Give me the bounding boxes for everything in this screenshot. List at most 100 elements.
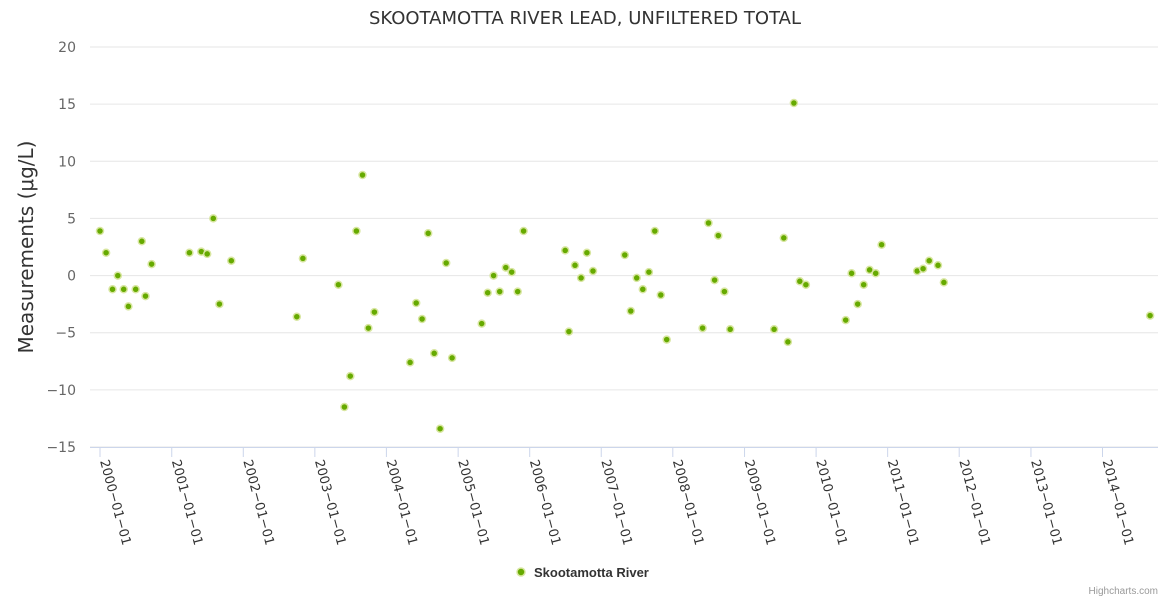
x-tick-label: 2009−01−01: [741, 458, 778, 547]
data-point[interactable]: [918, 264, 928, 273]
data-point[interactable]: [215, 299, 224, 309]
data-point[interactable]: [564, 327, 574, 336]
data-point[interactable]: [783, 337, 793, 347]
data-point[interactable]: [714, 231, 723, 240]
data-point[interactable]: [417, 314, 427, 324]
y-axis-ticks: 20 15 10 5 0 −5 −10 −15: [46, 40, 76, 456]
data-point[interactable]: [364, 323, 373, 333]
grid-lines: [90, 46, 1158, 448]
x-tick-label: 2007−01−01: [597, 458, 634, 547]
data-points[interactable]: [95, 98, 1155, 433]
data-point[interactable]: [352, 226, 361, 236]
data-point[interactable]: [507, 267, 516, 277]
x-tick-label: 2004−01−01: [383, 458, 420, 547]
data-point[interactable]: [789, 98, 799, 108]
data-point[interactable]: [411, 298, 421, 308]
legend-marker-icon[interactable]: [516, 567, 526, 577]
data-point[interactable]: [346, 371, 355, 381]
x-tick-label: 2003−01−01: [311, 458, 348, 547]
data-point[interactable]: [576, 273, 586, 283]
data-point[interactable]: [570, 261, 580, 270]
data-point[interactable]: [334, 280, 343, 289]
data-point[interactable]: [483, 288, 492, 297]
data-point[interactable]: [779, 233, 789, 243]
data-point[interactable]: [185, 248, 194, 257]
data-point[interactable]: [227, 256, 236, 265]
data-point[interactable]: [113, 271, 123, 280]
data-point[interactable]: [582, 248, 592, 257]
data-point[interactable]: [588, 266, 598, 276]
data-point[interactable]: [147, 259, 156, 269]
data-point[interactable]: [662, 335, 671, 344]
x-tick-label: 2005−01−01: [454, 458, 491, 547]
data-point[interactable]: [698, 323, 707, 333]
data-point[interactable]: [939, 278, 949, 287]
data-point[interactable]: [1145, 311, 1155, 320]
data-point[interactable]: [441, 258, 451, 268]
data-point[interactable]: [638, 285, 648, 294]
data-point[interactable]: [501, 263, 511, 272]
data-point[interactable]: [644, 267, 654, 277]
y-tick-label: 20: [58, 40, 76, 56]
data-point[interactable]: [489, 271, 498, 280]
data-point[interactable]: [447, 353, 457, 363]
data-point[interactable]: [859, 280, 868, 289]
data-point[interactable]: [933, 261, 943, 270]
data-point[interactable]: [298, 254, 308, 263]
data-point[interactable]: [358, 170, 367, 180]
x-tick-label: 2000−01−01: [96, 458, 133, 547]
data-point[interactable]: [632, 273, 641, 283]
data-point[interactable]: [801, 280, 811, 289]
x-tick-label: 2002−01−01: [239, 458, 276, 547]
data-point[interactable]: [650, 226, 660, 236]
data-point[interactable]: [108, 285, 117, 294]
data-point[interactable]: [725, 325, 735, 334]
data-point[interactable]: [429, 349, 439, 358]
data-point[interactable]: [519, 226, 528, 236]
data-point[interactable]: [101, 248, 111, 257]
data-point[interactable]: [141, 291, 150, 301]
data-point[interactable]: [405, 358, 415, 367]
data-point[interactable]: [720, 287, 729, 296]
x-tick-label: 2012−01−01: [955, 458, 992, 547]
data-point[interactable]: [704, 218, 713, 228]
data-point[interactable]: [871, 269, 880, 278]
y-tick-label: 5: [67, 211, 76, 227]
data-point[interactable]: [124, 302, 133, 311]
data-point[interactable]: [209, 214, 218, 223]
data-point[interactable]: [853, 299, 862, 309]
legend[interactable]: Skootamotta River: [516, 565, 649, 580]
data-point[interactable]: [560, 246, 570, 255]
data-point[interactable]: [423, 229, 433, 238]
data-point[interactable]: [137, 237, 147, 246]
data-point[interactable]: [865, 265, 874, 275]
legend-item-label[interactable]: Skootamotta River: [534, 565, 649, 580]
data-point[interactable]: [847, 269, 856, 278]
data-point[interactable]: [435, 424, 445, 433]
data-point[interactable]: [620, 250, 630, 260]
data-point[interactable]: [292, 312, 302, 321]
data-point[interactable]: [340, 402, 349, 412]
data-point[interactable]: [513, 287, 522, 296]
data-point[interactable]: [370, 307, 379, 317]
data-point[interactable]: [924, 256, 934, 265]
data-point[interactable]: [841, 315, 850, 325]
data-point[interactable]: [131, 285, 140, 294]
x-tick-label: 2001−01−01: [168, 458, 205, 547]
y-tick-label: 10: [58, 154, 76, 170]
data-point[interactable]: [656, 290, 666, 300]
data-point[interactable]: [769, 325, 779, 334]
data-point[interactable]: [119, 285, 128, 294]
data-point[interactable]: [710, 275, 719, 285]
data-point[interactable]: [626, 306, 636, 316]
data-point[interactable]: [477, 319, 486, 328]
chart-title: SKOOTAMOTTA RIVER LEAD, UNFILTERED TOTAL: [369, 8, 801, 29]
y-axis-label: Measurements (μg/L): [14, 141, 38, 354]
data-point[interactable]: [202, 249, 212, 259]
data-point[interactable]: [795, 277, 805, 286]
data-point[interactable]: [495, 287, 504, 296]
data-point[interactable]: [95, 226, 105, 236]
data-point[interactable]: [877, 240, 886, 249]
credits-link[interactable]: Highcharts.com: [1089, 586, 1158, 597]
